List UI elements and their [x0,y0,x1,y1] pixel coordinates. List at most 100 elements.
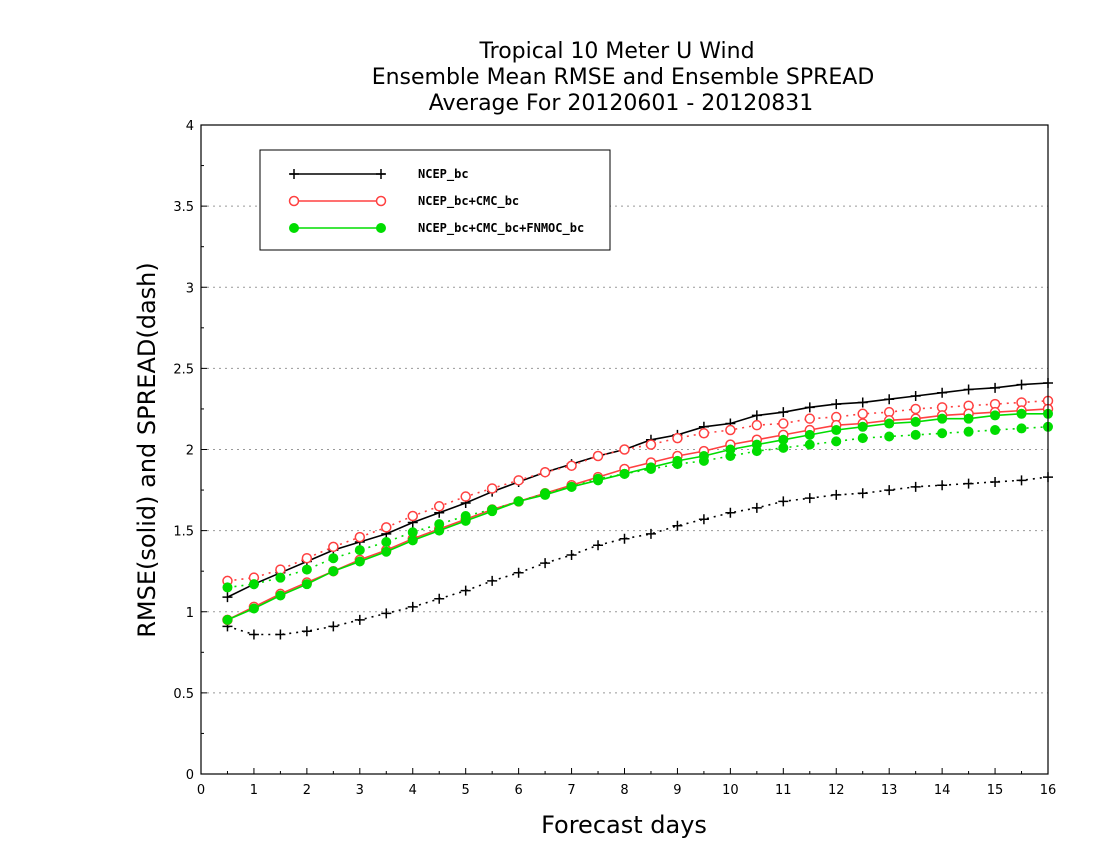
series-0-spread-point-22 [804,493,815,504]
series-1-spread-point-7 [407,510,418,522]
series-0-spread-point-15 [619,533,630,544]
series-0-spread-point-4 [328,621,339,632]
series-1-spread-point-12 [539,466,551,478]
legend-marker-left-1 [288,195,300,207]
series-1-spread-point-18 [698,428,710,439]
series-2-spread-point-4 [328,553,339,564]
series-2-spread-point-3 [301,564,312,575]
legend-marker-left-2 [289,223,299,233]
series-1-spread-point-10 [486,483,498,494]
series-2-spread-line [227,426,1049,589]
series-0-rmse [222,377,1053,603]
chart-title-line-2: Ensemble Mean RMSE and Ensemble SPREAD [372,65,875,90]
x-tick-label-4: 4 [409,783,417,798]
series-0-spread-point-1 [248,629,259,640]
series-1-spread-point-11 [513,475,524,486]
series-2-rmse-point-17 [672,455,683,466]
series-2-rmse-point-1 [248,603,259,614]
series-1-rmse [222,403,1054,626]
series-0-spread-point-20 [751,502,762,513]
chart-title: Tropical 10 Meter U Wind Ensemble Mean R… [372,39,875,116]
series-0-spread-point-10 [487,575,498,586]
series-2-rmse-point-0 [222,614,233,625]
y-tick-label-8: 4 [186,119,194,134]
series-2-spread-point-5 [354,545,365,556]
series-0-rmse-point-25 [884,394,895,405]
series-2-spread-point-26 [910,429,921,440]
series-0-spread-point-29 [990,476,1001,487]
series-0-spread-point-12 [540,558,551,569]
series-1-spread-point-14 [592,450,604,462]
legend-marker-right-0 [376,169,386,179]
series-0-spread-point-26 [910,481,921,492]
y-tick-label-7: 3.5 [173,200,194,215]
y-tick-label-5: 2.5 [173,362,194,377]
series-0-spread-point-13 [566,549,577,560]
series-2-rmse-point-22 [804,429,815,440]
series-0-rmse-point-0 [222,592,233,603]
series-1-spread-line [227,400,1049,582]
legend-marker-right-1 [375,195,387,207]
legend-marker-left-0 [289,169,299,179]
series-0-spread-point-16 [645,528,656,539]
series-0-rmse-point-30 [1016,379,1027,390]
series-0-spread-point-5 [354,614,365,625]
series-2-rmse-point-12 [540,489,551,500]
series-0-spread-point-28 [963,478,974,489]
series-2-rmse-point-6 [381,546,392,557]
y-tick-label-0: 0 [186,768,194,783]
series-0-rmse-point-24 [857,397,868,408]
series-2-rmse-point-4 [328,566,339,577]
series-2-rmse-point-5 [354,556,365,567]
y-axis-label: RMSE(solid) and SPREAD(dash) [133,262,161,638]
series-2-rmse-point-9 [460,515,471,526]
series-1-spread-point-6 [381,522,392,533]
x-tick-label-13: 13 [881,783,898,798]
x-tick-label-16: 16 [1040,783,1057,798]
series-0-rmse-point-29 [990,382,1001,393]
series-0-spread-point-17 [672,520,683,531]
series-2-rmse-point-7 [407,535,418,546]
x-tick-label-5: 5 [462,783,470,798]
series-1-spread [222,395,1054,587]
x-tick-label-2: 2 [303,783,311,798]
legend-box [259,149,611,251]
series-2-rmse-point-21 [778,434,789,445]
y-tick-label-1: 0.5 [173,687,194,702]
series-0-spread-line [227,476,1049,636]
series-1-spread-point-19 [725,424,736,436]
series-0-rmse-point-21 [778,407,789,418]
x-tick-label-15: 15 [987,783,1004,798]
series-2-spread-point-22 [804,439,815,450]
x-tick-label-11: 11 [775,783,792,798]
x-tick-label-10: 10 [722,783,739,798]
x-axis-label: Forecast days [541,811,707,839]
series-2-rmse-point-16 [645,462,656,473]
series-1-spread-point-13 [566,460,577,471]
y-tick-label-2: 1 [186,606,194,621]
series-2-rmse-point-23 [831,425,842,436]
series-0-spread-point-30 [1016,475,1027,486]
series-0-spread-point-18 [698,514,709,525]
series-0-rmse-point-23 [831,399,842,410]
series-2-rmse-point-18 [698,450,709,461]
series-0-rmse-point-22 [804,402,815,413]
series-1-spread-point-4 [328,541,339,553]
series-1-rmse-line [227,408,1049,621]
series-2-rmse-point-3 [301,579,312,590]
x-tick-label-3: 3 [356,783,364,798]
series-0-rmse-point-20 [751,410,762,421]
series-2-spread-point-28 [963,426,974,437]
series-2-rmse-point-27 [937,413,948,424]
x-tick-label-0: 0 [197,783,205,798]
series-0-rmse-point-26 [910,390,921,401]
series-2-spread-point-30 [1016,423,1027,434]
series-2-spread-point-23 [831,436,842,447]
series-0-spread-point-25 [884,485,895,496]
legend-marker-right-2 [376,223,386,233]
series-0-spread-point-19 [725,507,736,518]
legend: NCEP_bc NCEP_bc+CMC_bc NCEP_bc+CMC_bc+FNMO… [259,149,611,251]
series-0-spread-point-27 [937,480,948,491]
y-axis-ticks: 0 0.5 1 1.5 2 2.5 3 3.5 4 [173,119,207,783]
